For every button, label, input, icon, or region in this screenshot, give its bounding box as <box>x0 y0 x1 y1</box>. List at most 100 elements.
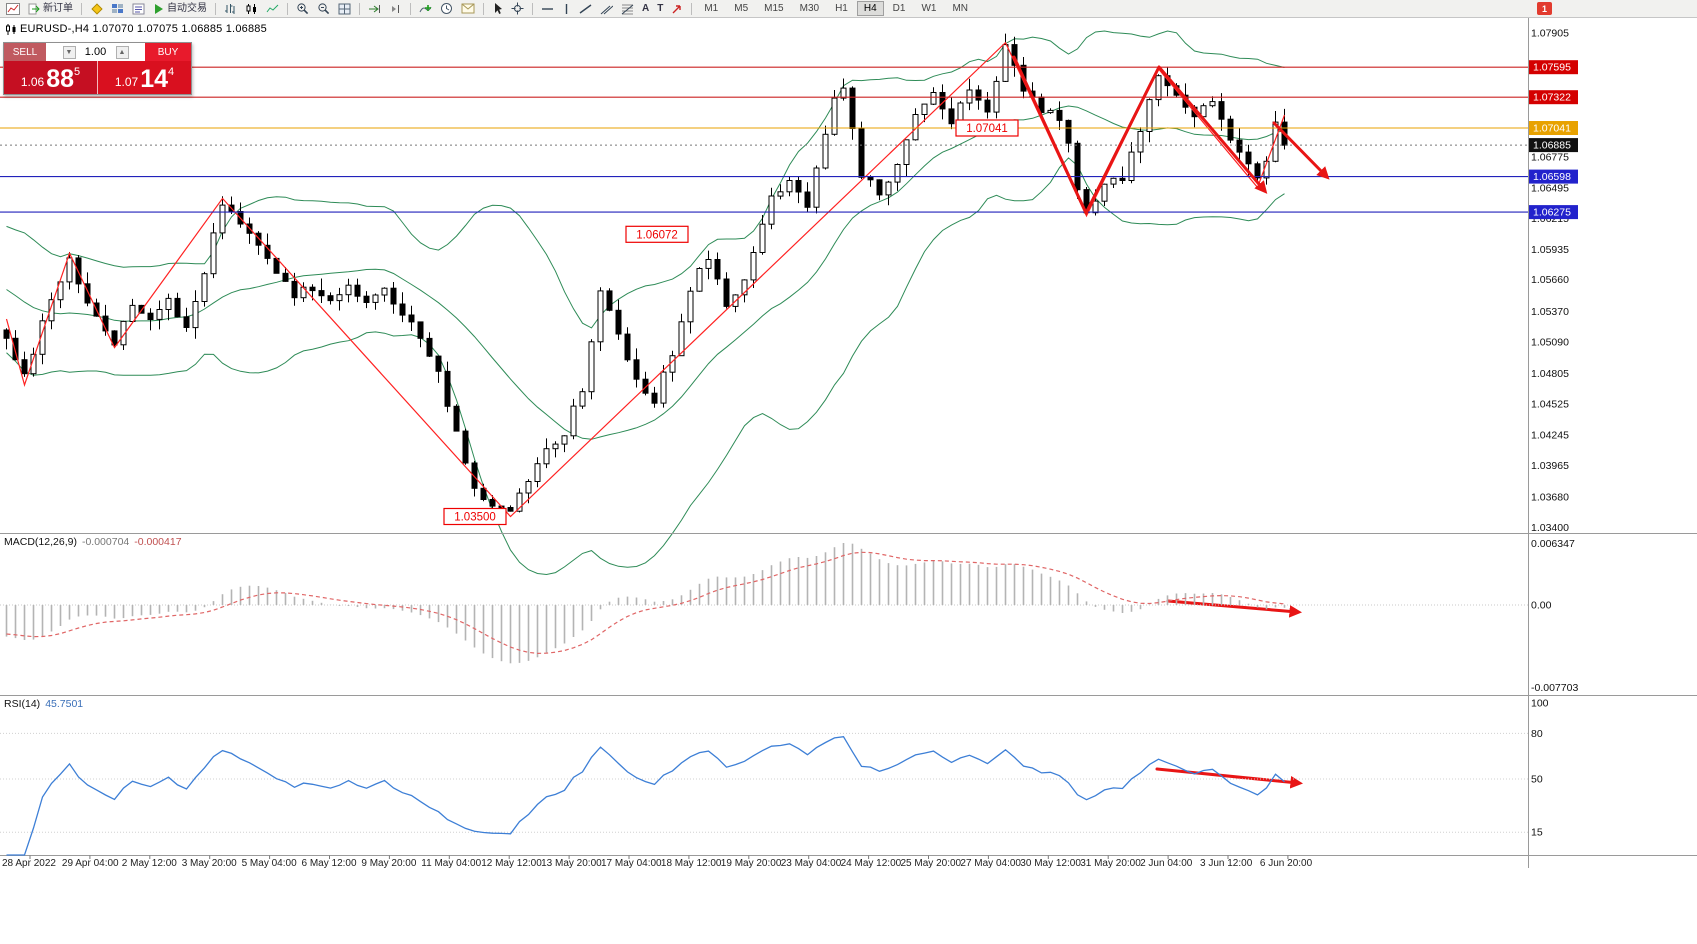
candle <box>1002 44 1009 82</box>
volume-increase-button[interactable]: ▲ <box>115 45 129 59</box>
candle <box>1110 177 1117 185</box>
autotrading-button[interactable]: 自动交易 <box>150 1 210 17</box>
auto-scroll-button[interactable] <box>365 1 384 17</box>
navigator-button[interactable] <box>129 1 148 17</box>
fibonacci-icon <box>621 4 634 14</box>
buy-price-button[interactable]: 1.07 14 4 <box>98 61 191 94</box>
cursor-button[interactable] <box>489 1 506 17</box>
price-axis-label: 1.06775 <box>1531 152 1569 164</box>
vertical-line-button[interactable] <box>559 1 574 17</box>
cursor-icon <box>495 3 502 14</box>
trend-arrow[interactable] <box>1166 599 1303 618</box>
channel-button[interactable] <box>597 1 616 17</box>
rsi-line <box>6 735 1285 856</box>
candle <box>192 301 199 329</box>
symbol-ohlc-header: EURUSD-,H4 1.07070 1.07075 1.06885 1.068… <box>20 23 267 35</box>
price-annotation-box[interactable] <box>955 119 1019 137</box>
time-axis-label: 27 May 04:00 <box>960 858 1021 869</box>
time-axis-label: 23 May 04:00 <box>781 858 842 869</box>
candle <box>1200 105 1207 118</box>
chart-graphics-layer: 1.070411.060721.035001.079051.067751.064… <box>0 18 1697 869</box>
timeframe-m30-button[interactable]: M30 <box>793 1 826 16</box>
arrow-tools-icon <box>672 4 682 13</box>
timeframe-m15-button[interactable]: M15 <box>757 1 790 16</box>
candle <box>1146 99 1153 132</box>
tile-windows-button[interactable] <box>335 1 354 17</box>
price-annotation-box[interactable] <box>625 225 689 243</box>
text-button[interactable]: A <box>639 1 652 17</box>
auto-scroll-icon <box>369 4 380 13</box>
line-chart-button[interactable] <box>263 1 282 17</box>
candle <box>831 97 838 135</box>
candle <box>1155 75 1162 101</box>
indicators-button[interactable] <box>416 1 435 17</box>
bollinger-upper-band <box>6 30 1285 329</box>
candle <box>318 290 325 297</box>
candle <box>408 314 415 323</box>
toolbar-separator <box>287 2 288 15</box>
candle <box>975 89 982 101</box>
candle <box>174 297 181 318</box>
time-axis-label: 3 May 20:00 <box>182 858 237 869</box>
candle <box>867 176 874 181</box>
timeframe-h4-button[interactable]: H4 <box>856 1 884 16</box>
zoom-out-button[interactable] <box>314 1 333 17</box>
volume-input[interactable]: 1.00 <box>84 46 107 58</box>
volume-decrease-button[interactable]: ▼ <box>62 45 76 59</box>
price-axis-label: 1.03400 <box>1531 522 1569 534</box>
timeframe-h1-button[interactable]: H1 <box>828 1 855 16</box>
zoom-in-button[interactable] <box>293 1 312 17</box>
candle <box>48 299 55 322</box>
horizontal-line-button[interactable] <box>538 1 557 17</box>
templates-button[interactable] <box>458 1 478 17</box>
new-order-button[interactable]: 新订单 <box>25 1 76 17</box>
text-label-button[interactable]: T <box>654 1 666 17</box>
trend-arrow[interactable] <box>1155 767 1304 789</box>
volume-control: ▼ 1.00 ▲ <box>46 43 145 61</box>
candlestick-chart-button[interactable] <box>242 1 261 17</box>
candle <box>1218 101 1225 120</box>
trendline-button[interactable] <box>576 1 595 17</box>
timeframe-w1-button[interactable]: W1 <box>914 1 943 16</box>
candle <box>12 337 19 361</box>
timeframe-m5-button[interactable]: M5 <box>727 1 755 16</box>
arrow-tools-button[interactable] <box>668 1 686 17</box>
macd-indicator-label: MACD(12,26,9) -0.000704 -0.000417 <box>4 536 182 548</box>
periods-button[interactable] <box>437 1 456 17</box>
price-annotation-box[interactable] <box>443 507 507 526</box>
vertical-line-icon <box>565 3 568 14</box>
ask-price-pips: 14 <box>140 65 169 93</box>
timeframe-m1-button[interactable]: M1 <box>697 1 725 16</box>
crosshair-button[interactable] <box>508 1 527 17</box>
price-axis-label: 1.06495 <box>1531 182 1569 194</box>
buy-button[interactable]: BUY <box>145 43 191 61</box>
timeframe-mn-button[interactable]: MN <box>945 1 975 16</box>
trend-arrow[interactable] <box>1272 121 1330 180</box>
grid-icon <box>112 3 123 13</box>
sell-price-button[interactable]: 1.06 88 5 <box>4 61 98 94</box>
zoom-out-icon <box>318 3 330 15</box>
chart-shift-button[interactable] <box>386 1 405 17</box>
market-watch-button[interactable] <box>108 1 127 17</box>
new-chart-button[interactable] <box>3 1 23 17</box>
bars-chart-button[interactable] <box>221 1 240 17</box>
fibonacci-button[interactable] <box>618 1 637 17</box>
candle <box>516 492 523 512</box>
candle <box>30 353 37 375</box>
notification-badge[interactable]: 1 <box>1537 2 1552 15</box>
candle <box>1011 44 1018 66</box>
price-axis-label: 1.03680 <box>1531 491 1569 503</box>
play-icon <box>155 3 163 14</box>
toolbar-separator <box>359 2 360 15</box>
macd-scale-top: 0.006347 <box>1531 538 1575 550</box>
candle <box>525 481 532 494</box>
trend-arrow[interactable] <box>1012 55 1268 215</box>
candle <box>921 103 928 115</box>
timeframe-d1-button[interactable]: D1 <box>886 1 913 16</box>
sell-button[interactable]: SELL <box>4 43 46 61</box>
candle <box>327 295 334 302</box>
candle <box>606 290 613 311</box>
rsi-indicator-label: RSI(14) 45.7501 <box>4 698 83 710</box>
metaeditor-button[interactable] <box>87 1 106 17</box>
